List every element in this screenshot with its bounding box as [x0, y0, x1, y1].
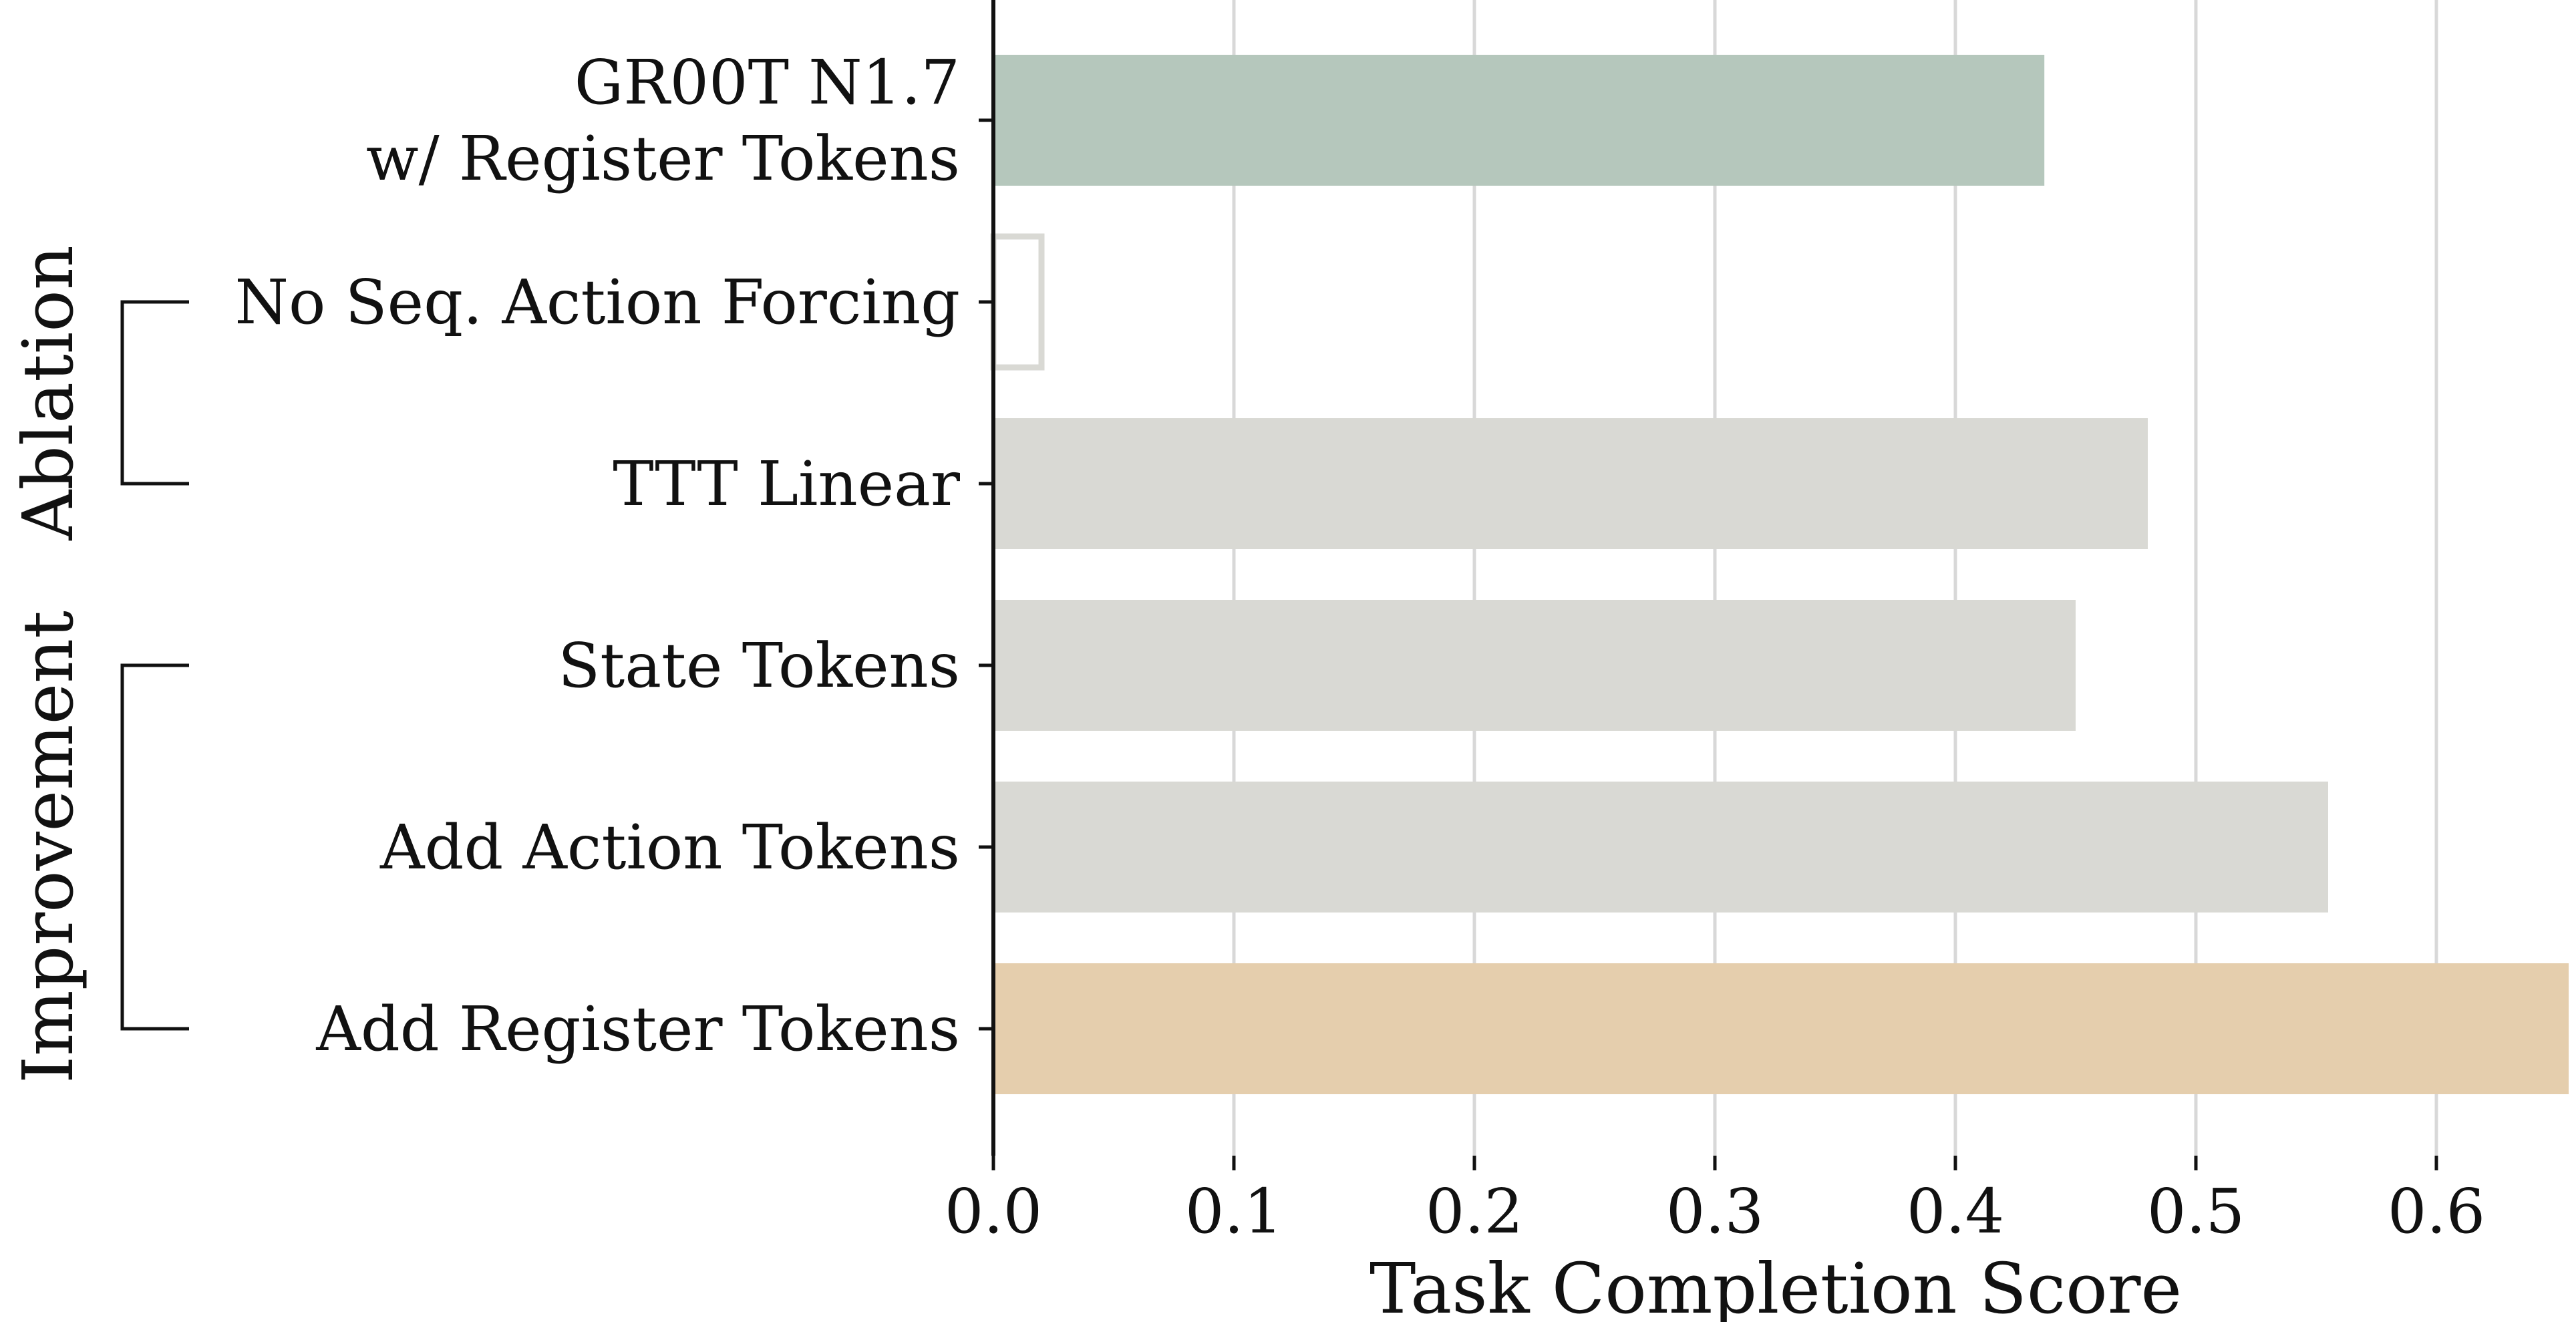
- x-tick-label: 0.2: [1426, 1176, 1523, 1247]
- x-tick-label: 0.3: [1666, 1176, 1764, 1247]
- category-label: GR00T N1.7 w/ Register Tokens: [366, 47, 960, 194]
- bar: [993, 55, 2045, 186]
- category-labels: GR00T N1.7 w/ Register Tokens No Seq. Acti…: [235, 47, 961, 1065]
- group-label: Ablation: [7, 245, 89, 541]
- bar: [993, 600, 2076, 731]
- group-bracket: [120, 663, 189, 1031]
- category-label: No Seq. Action Forcing: [235, 267, 961, 338]
- axes: 0.0 0.1 0.2 0.3 0.4 0.5 0.6: [945, 0, 2485, 1247]
- x-tick-label: 0.5: [2147, 1176, 2245, 1247]
- x-tick-label: 0.4: [1907, 1176, 2004, 1247]
- x-tick-label: 0.1: [1185, 1176, 1283, 1247]
- bar: [993, 782, 2328, 913]
- bar: [993, 963, 2569, 1094]
- group-brackets: Ablation Improvement: [7, 245, 189, 1084]
- bar: [993, 418, 2148, 549]
- x-tick-label: 0.6: [2388, 1176, 2485, 1247]
- category-label: Add Action Tokens: [379, 812, 960, 883]
- category-label: Add Register Tokens: [315, 993, 960, 1065]
- category-label: State Tokens: [558, 630, 960, 701]
- category-label: TTT Linear: [613, 448, 960, 520]
- group-bracket: [120, 300, 189, 486]
- grid-lines: [1232, 0, 2438, 1156]
- x-axis-title: Task Completion Score: [1370, 1248, 2182, 1322]
- bars: [990, 55, 2569, 1094]
- group-label: Improvement: [7, 611, 89, 1084]
- x-tick-label: 0.0: [945, 1176, 1042, 1247]
- bar: [990, 233, 1045, 371]
